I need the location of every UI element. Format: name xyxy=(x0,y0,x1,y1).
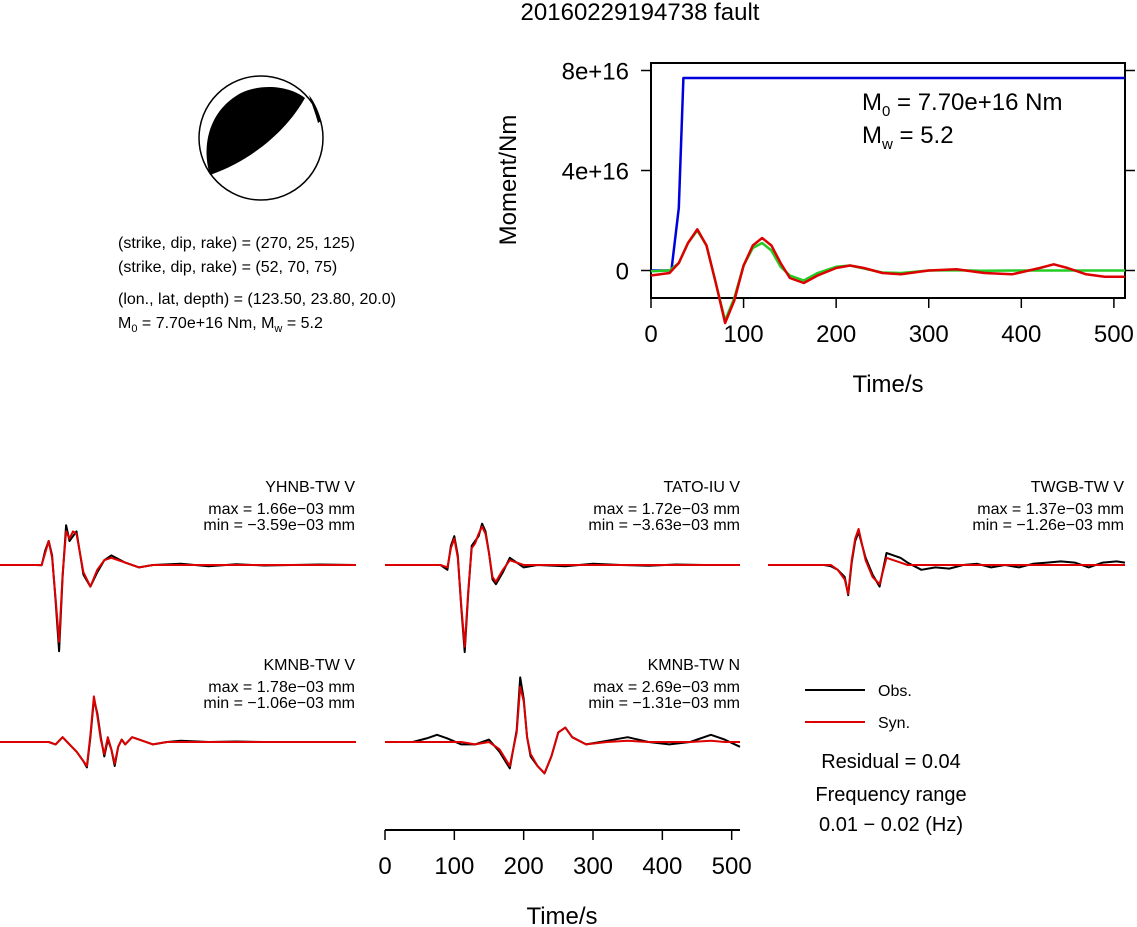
waveform-x-tick-label: 400 xyxy=(642,853,682,880)
moment-x-tick-label: 400 xyxy=(1001,321,1041,348)
waveform-max-label: max = 2.69e−03 mm xyxy=(593,679,740,696)
waveform-station-label: YHNB-TW V xyxy=(265,479,355,496)
waveform-x-tick-label: 0 xyxy=(378,853,391,880)
mechanism-line-3: (lon., lat, depth) = (123.50, 23.80, 20.… xyxy=(118,291,396,308)
waveform-x-tick-label: 100 xyxy=(434,853,474,880)
moment-chart-frame xyxy=(650,62,1126,299)
legend-obs-label: Obs. xyxy=(878,683,912,700)
waveform-syn-line xyxy=(0,530,356,643)
waveform-axis-ticks: 0 100 200 300 400 500 xyxy=(378,830,752,880)
moment-annotation-m0: M0 = 7.70e+16 Nm xyxy=(862,89,1062,120)
waveform-max-label: max = 1.66e−03 mm xyxy=(208,501,355,518)
waveform-min-label: min = −1.26e−03 mm xyxy=(972,517,1124,534)
beachball-compression-1 xyxy=(206,86,305,175)
waveform-station-label: KMNB-TW N xyxy=(648,657,740,674)
frequency-range-value: 0.01 − 0.02 (Hz) xyxy=(819,814,963,836)
frequency-range-title: Frequency range xyxy=(815,784,966,806)
waveform-station-label: TATO-IU V xyxy=(664,479,741,496)
moment-y-tick-label: 4e+16 xyxy=(562,159,629,186)
waveform-min-label: min = −3.63e−03 mm xyxy=(588,517,740,534)
waveform-time-axis: 0 100 200 300 400 500 Time/s xyxy=(378,829,752,927)
moment-y-tick-label: 8e+16 xyxy=(562,59,629,86)
moment-syn-line xyxy=(650,228,1125,325)
waveform-obs-line xyxy=(768,531,1126,597)
moment-x-axis-label: Time/s xyxy=(852,371,923,398)
moment-chart: 0 100 200 300 400 500 0 4e+16 8e+16 Moment/Nm Ti… xyxy=(495,59,1135,398)
waveform-obs-line xyxy=(0,524,357,653)
waveform-syn-line xyxy=(385,685,740,775)
waveform-max-label: max = 1.72e−03 mm xyxy=(593,501,740,518)
moment-x-tick-label: 300 xyxy=(909,321,949,348)
moment-x-tick-label: 200 xyxy=(816,321,856,348)
moment-chart-series xyxy=(650,76,1125,325)
waveform-syn-line xyxy=(385,525,740,648)
waveform-min-label: min = −1.31e−03 mm xyxy=(588,695,740,712)
waveform-station-label: KMNB-TW V xyxy=(263,657,355,674)
legend-syn-label: Syn. xyxy=(878,715,910,732)
beachball xyxy=(198,75,324,201)
waveform-x-axis-label: Time/s xyxy=(526,903,597,927)
waveform-syn-line xyxy=(768,528,1125,595)
waveform-syn-line xyxy=(0,695,356,767)
beachball-compression-2 xyxy=(309,95,321,123)
waveform-max-label: max = 1.37e−03 mm xyxy=(977,501,1124,518)
moment-x-tick-label: 0 xyxy=(644,321,657,348)
waveform-min-label: min = −1.06e−03 mm xyxy=(203,695,355,712)
moment-annotation-mw: Mw = 5.2 xyxy=(862,122,954,153)
moment-chart-ticks: 0 100 200 300 400 500 0 4e+16 8e+16 xyxy=(562,59,1135,348)
moment-x-tick-label: 500 xyxy=(1094,321,1134,348)
waveform-x-tick-label: 200 xyxy=(504,853,544,880)
mechanism-info: (strike, dip, rake) = (270, 25, 125) (st… xyxy=(118,235,396,335)
waveform-min-label: min = −3.59e−03 mm xyxy=(203,517,355,534)
waveform-station-label: TWGB-TW V xyxy=(1031,479,1125,496)
legend: Obs. Syn. xyxy=(805,683,912,732)
moment-y-tick-label: 0 xyxy=(616,259,629,286)
mechanism-line-1: (strike, dip, rake) = (270, 25, 125) xyxy=(118,235,355,252)
fit-stats: Residual = 0.04 Frequency range 0.01 − 0… xyxy=(815,751,966,836)
waveform-x-tick-label: 500 xyxy=(712,853,752,880)
waveform-max-label: max = 1.78e−03 mm xyxy=(208,679,355,696)
mechanism-line-2: (strike, dip, rake) = (52, 70, 75) xyxy=(118,259,337,276)
mechanism-moment-line: M0 = 7.70e+16 Nm, Mw = 5.2 xyxy=(118,315,323,335)
moment-x-tick-label: 100 xyxy=(724,321,764,348)
page-title: 20160229194738 fault xyxy=(521,0,760,26)
waveform-obs-line xyxy=(385,522,740,654)
waveform-x-tick-label: 300 xyxy=(573,853,613,880)
residual-text: Residual = 0.04 xyxy=(821,751,961,773)
moment-y-axis-label: Moment/Nm xyxy=(495,115,522,246)
